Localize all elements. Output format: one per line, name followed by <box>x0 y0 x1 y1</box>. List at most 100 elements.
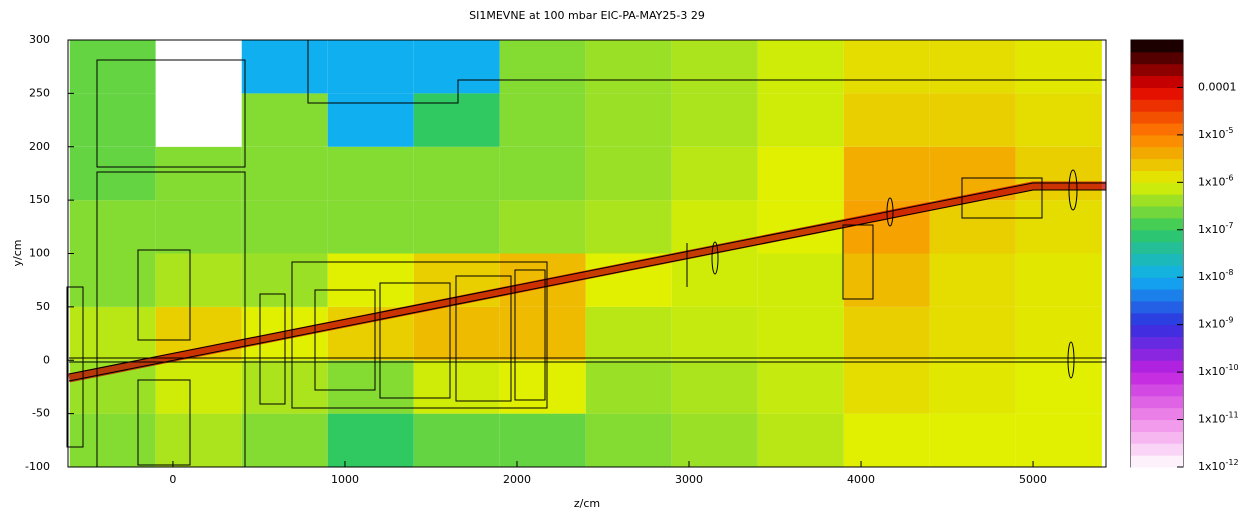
colorbar-band <box>1131 348 1183 361</box>
y-tick-label: 0 <box>43 353 50 366</box>
y-tick-label: 150 <box>29 193 50 206</box>
heat-cell <box>413 93 500 147</box>
magnet-box <box>314 289 376 391</box>
wall <box>307 40 1106 104</box>
heat-cell <box>241 413 328 467</box>
colorbar-tick-label: 1x10-10 <box>1198 363 1239 379</box>
magnet-box <box>291 261 548 409</box>
heat-cell <box>929 360 1016 414</box>
heat-cell <box>69 200 156 254</box>
heat-cell <box>929 40 1016 94</box>
heat-cell <box>843 360 930 414</box>
heat-cell <box>499 360 586 414</box>
magnet-box <box>961 177 1043 219</box>
colorbar-tick-exponent: -12 <box>1226 458 1239 467</box>
magnet-box <box>259 293 286 405</box>
heat-cell <box>843 253 930 307</box>
heat-cell <box>499 146 586 201</box>
colorbar-tick-base: 0.0001 <box>1198 80 1237 93</box>
heat-cell <box>843 146 930 201</box>
colorbar-tick-exponent: -10 <box>1226 363 1239 372</box>
heat-cell <box>327 360 414 414</box>
magnet-box <box>379 282 451 399</box>
colorbar-band <box>1131 253 1183 266</box>
heat-cell <box>327 93 414 147</box>
colorbar-band <box>1131 289 1183 302</box>
heat-cell <box>929 253 1016 307</box>
heat-cell <box>1015 413 1102 467</box>
y-tick-label: 300 <box>29 33 50 46</box>
x-tick-label: 3000 <box>675 473 703 486</box>
colorbar-band <box>1131 182 1183 195</box>
magnet-box <box>137 379 191 466</box>
heat-cell <box>413 306 500 361</box>
heat-cell <box>1015 306 1102 361</box>
x-tick-label: 0 <box>169 473 176 486</box>
colorbar-band <box>1131 277 1183 290</box>
colorbar-band <box>1131 312 1183 326</box>
colorbar-tick-label: 1x10-7 <box>1198 220 1234 236</box>
heat-cell <box>241 93 328 147</box>
colorbar-tick-exponent: -7 <box>1226 220 1234 229</box>
heat-cell <box>929 200 1016 254</box>
heat-cell <box>155 360 242 414</box>
colorbar-tick-base: 1x10 <box>1198 128 1226 141</box>
heat-cell <box>843 40 930 94</box>
magnet-box <box>455 275 512 402</box>
colorbar-band <box>1131 241 1183 254</box>
heat-cell <box>1015 93 1102 147</box>
colorbar-band <box>1131 229 1183 243</box>
colorbar-tick-exponent: -9 <box>1226 315 1234 324</box>
colorbar-tick-exponent: -11 <box>1226 410 1239 419</box>
colorbar-band <box>1131 265 1183 278</box>
magnet-box <box>96 59 246 168</box>
beam-pipe <box>69 357 1106 363</box>
heat-cell <box>757 93 844 147</box>
colorbar-band <box>1131 51 1183 65</box>
heat-cell <box>757 40 844 94</box>
heat-cell <box>585 200 672 254</box>
heat-cell <box>413 360 500 414</box>
y-tick-label: 250 <box>29 86 50 99</box>
heat-cell <box>69 253 156 307</box>
heat-cell <box>413 413 500 467</box>
colorbar-band <box>1131 395 1183 409</box>
heat-cell <box>585 93 672 147</box>
heat-cell <box>241 40 328 94</box>
heatmap <box>69 40 1102 467</box>
heat-cell <box>155 146 242 201</box>
colorbar-band <box>1131 360 1183 373</box>
magnet-box <box>842 224 874 300</box>
colorbar-tick-base: 1x10 <box>1198 175 1226 188</box>
heat-cell <box>929 306 1016 361</box>
heat-cell <box>843 413 930 467</box>
heat-cell <box>843 306 930 361</box>
chart-title: SI1MEVNE at 100 mbar EIC-PA-MAY25-3 29 <box>469 9 705 22</box>
colorbar-band <box>1131 194 1183 207</box>
heat-cell <box>327 40 414 94</box>
y-tick-label: 200 <box>29 140 50 153</box>
geometry <box>66 40 1106 468</box>
heat-cell <box>155 413 242 467</box>
heat-cell <box>671 40 758 94</box>
heat-cell <box>585 306 672 361</box>
heat-cell <box>69 40 156 94</box>
aperture <box>1068 169 1078 211</box>
heat-cell <box>757 360 844 414</box>
colorbar-tick-base: 1x10 <box>1198 460 1226 473</box>
beam-pipe <box>68 182 1106 382</box>
colorbar-band <box>1131 134 1183 148</box>
heat-cell <box>757 306 844 361</box>
colorbar-tick-exponent: -6 <box>1226 173 1234 182</box>
colorbar-band <box>1131 372 1183 385</box>
heat-cell <box>327 146 414 201</box>
heat-cell <box>155 200 242 254</box>
colorbar-band <box>1131 146 1183 160</box>
colorbar-band <box>1131 206 1183 219</box>
colorbar-band <box>1131 99 1183 112</box>
colorbar-band <box>1131 111 1183 124</box>
colorbar-band <box>1131 75 1183 88</box>
heat-cell <box>585 413 672 467</box>
colorbar-tick-label: 1x10-6 <box>1198 173 1234 189</box>
